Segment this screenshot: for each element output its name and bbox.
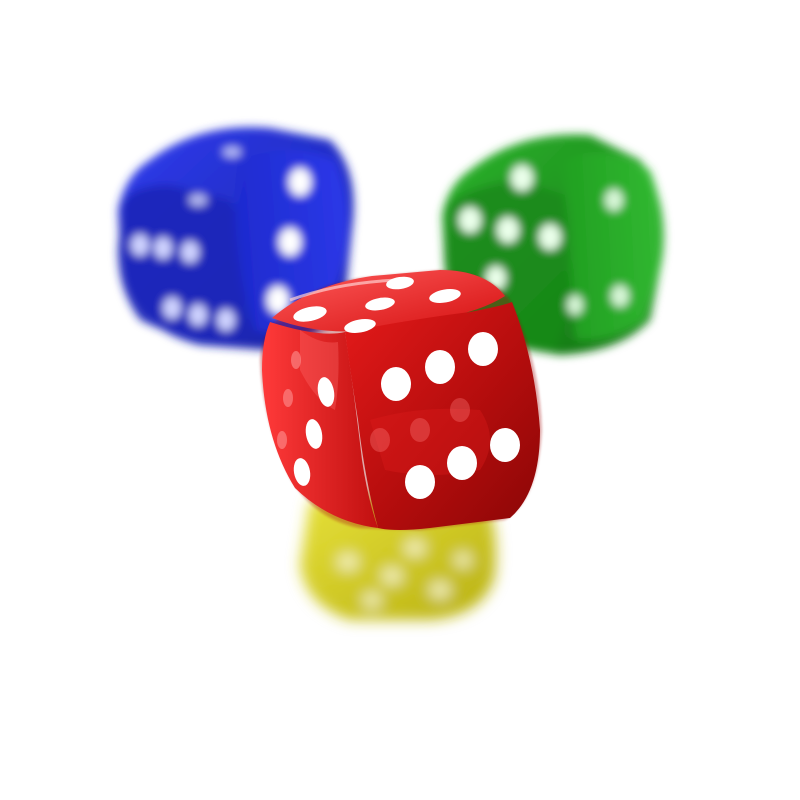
red-die-front-pips bbox=[381, 332, 520, 499]
red-die-left-pips bbox=[293, 377, 335, 486]
blue-die bbox=[118, 127, 354, 350]
red-die bbox=[260, 270, 542, 530]
red-die-top-pips bbox=[293, 276, 461, 333]
